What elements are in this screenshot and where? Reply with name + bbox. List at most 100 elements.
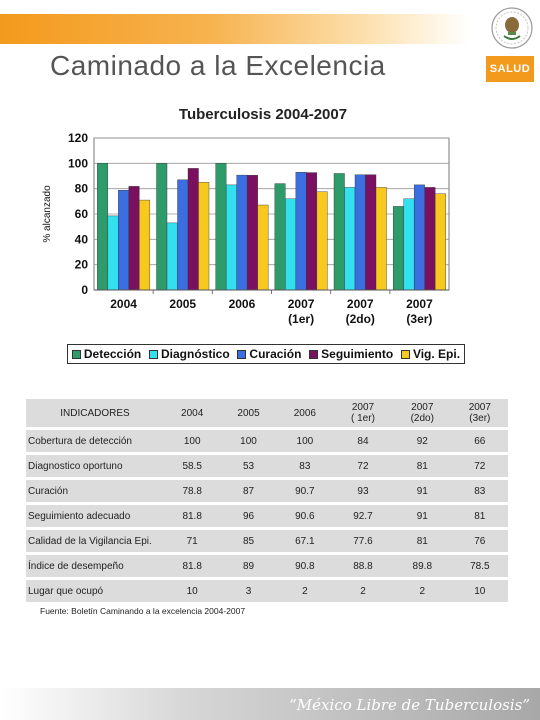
x-tick-label: (1er) [288,312,314,326]
bar [246,175,258,291]
x-tick-label: (3er) [406,312,432,326]
bar [257,204,269,291]
bar [413,184,425,291]
table-cell: 81 [451,505,508,527]
bar [392,206,404,291]
legend-label: Seguimiento [321,347,394,361]
y-tick-label: 0 [81,283,88,297]
bar [118,189,130,291]
table-cell: 91 [392,480,452,502]
table-cell: 87 [220,480,277,502]
table-cell: 84 [333,430,393,452]
legend-swatch [237,349,247,359]
table-cell: 2 [276,580,334,602]
bar [285,198,297,291]
y-tick-label: 40 [75,232,89,246]
row-label-cell: Lugar que ocupó [26,580,164,602]
table-cell: 93 [333,480,393,502]
bar [187,168,199,291]
table-cell: 89.8 [392,555,452,577]
bar [365,174,377,291]
bar [166,222,178,291]
table-cell: 85 [220,530,277,552]
table-cell: 78.8 [164,480,221,502]
table-cell: 2007 (3er) [451,399,508,427]
y-tick-label: 20 [75,258,89,272]
table-cell: 89 [220,555,277,577]
bar [295,171,307,291]
row-label-cell: INDICADORES [26,399,164,427]
table-cell: 77.6 [333,530,393,552]
legend-swatch [309,349,319,359]
table-cell: 91 [392,505,452,527]
legend-item: Vig. Epi. [400,347,461,361]
bar [316,191,328,291]
page-title: Caminado a la Excelencia [50,50,386,81]
bar [139,199,151,291]
table-header-row: INDICADORES 2004 2005 2006 2007( 1er) 2007 (2d… [26,399,508,427]
table-cell: 2 [333,580,393,602]
table-cell: 2 [392,580,452,602]
legend-swatch [71,349,81,359]
y-tick-label: 80 [75,182,89,196]
table-cell: 100 [164,430,221,452]
bar [434,193,446,291]
table-cell: 100 [276,430,334,452]
y-tick-label: 120 [68,131,88,145]
table-cell: 2005 [220,399,277,427]
national-emblem-icon [488,2,536,54]
legend-item: Diagnóstico [148,347,230,361]
legend-item: Detección [71,347,141,361]
bar [403,198,415,291]
table-cell: 81 [392,455,452,477]
row-label-cell: Curación [26,480,164,502]
y-tick-label: 60 [75,207,89,221]
legend-label: Vig. Epi. [412,347,461,361]
table-cell: 96 [220,505,277,527]
table-cell: 71 [164,530,221,552]
table-cell: 81 [392,530,452,552]
table-row: Lugar que ocupó 10 3 2 2 2 10 [26,580,508,602]
x-tick-label: 2006 [229,297,256,311]
table-cell: 88.8 [333,555,393,577]
table-cell: 2004 [164,399,221,427]
table-cell: 2007 (2do) [392,399,452,427]
table-cell: 100 [220,430,277,452]
legend-label: Curación [249,347,302,361]
table-cell: 3 [220,580,277,602]
x-tick-label: 2005 [169,297,196,311]
salud-badge: SALUD [486,56,534,82]
chart-title: Tuberculosis 2004-2007 [178,106,348,123]
table-cell: 78.5 [451,555,508,577]
legend-swatch [148,349,158,359]
table-row: Seguimiento adecuado 81.8 96 90.6 92.7 91 81 [26,505,508,527]
row-label-cell: Índice de desempeño [26,555,164,577]
table-cell: 92.7 [333,505,393,527]
bar [424,187,436,291]
x-tick-label: (2do) [346,312,375,326]
table-cell: 10 [164,580,221,602]
legend-item: Seguimiento [309,347,393,361]
table-cell: 2007( 1er) [333,399,393,427]
x-tick-label: 2007 [288,297,315,311]
bar [128,186,140,291]
bar [344,187,356,291]
table-cell: 66 [451,430,508,452]
y-tick-label: 100 [68,156,88,170]
row-label-cell: Calidad de la Vigilancia Epi. [26,530,164,552]
bar [333,173,345,291]
chart-legend: Detección Diagnóstico Curación Seguimiento V… [67,344,465,364]
footer-slogan: “México Libre de Tuberculosis” [289,696,530,714]
bar [236,174,248,291]
legend-item: Curación [237,347,301,361]
table-cell: 72 [451,455,508,477]
x-tick-label: 2004 [110,297,137,311]
table-cell: 90.6 [276,505,334,527]
bar [306,172,318,291]
row-label-cell: Seguimiento adecuado [26,505,164,527]
table-cell: 81.8 [164,505,221,527]
table-row: Índice de desempeño 81.8 89 90.8 88.8 89.8 78.… [26,555,508,577]
indicators-table: INDICADORES 2004 2005 2006 2007( 1er) 2007 (2d… [26,396,508,605]
row-label-cell: Diagnostico oportuno [26,455,164,477]
table-cell: 67.1 [276,530,334,552]
